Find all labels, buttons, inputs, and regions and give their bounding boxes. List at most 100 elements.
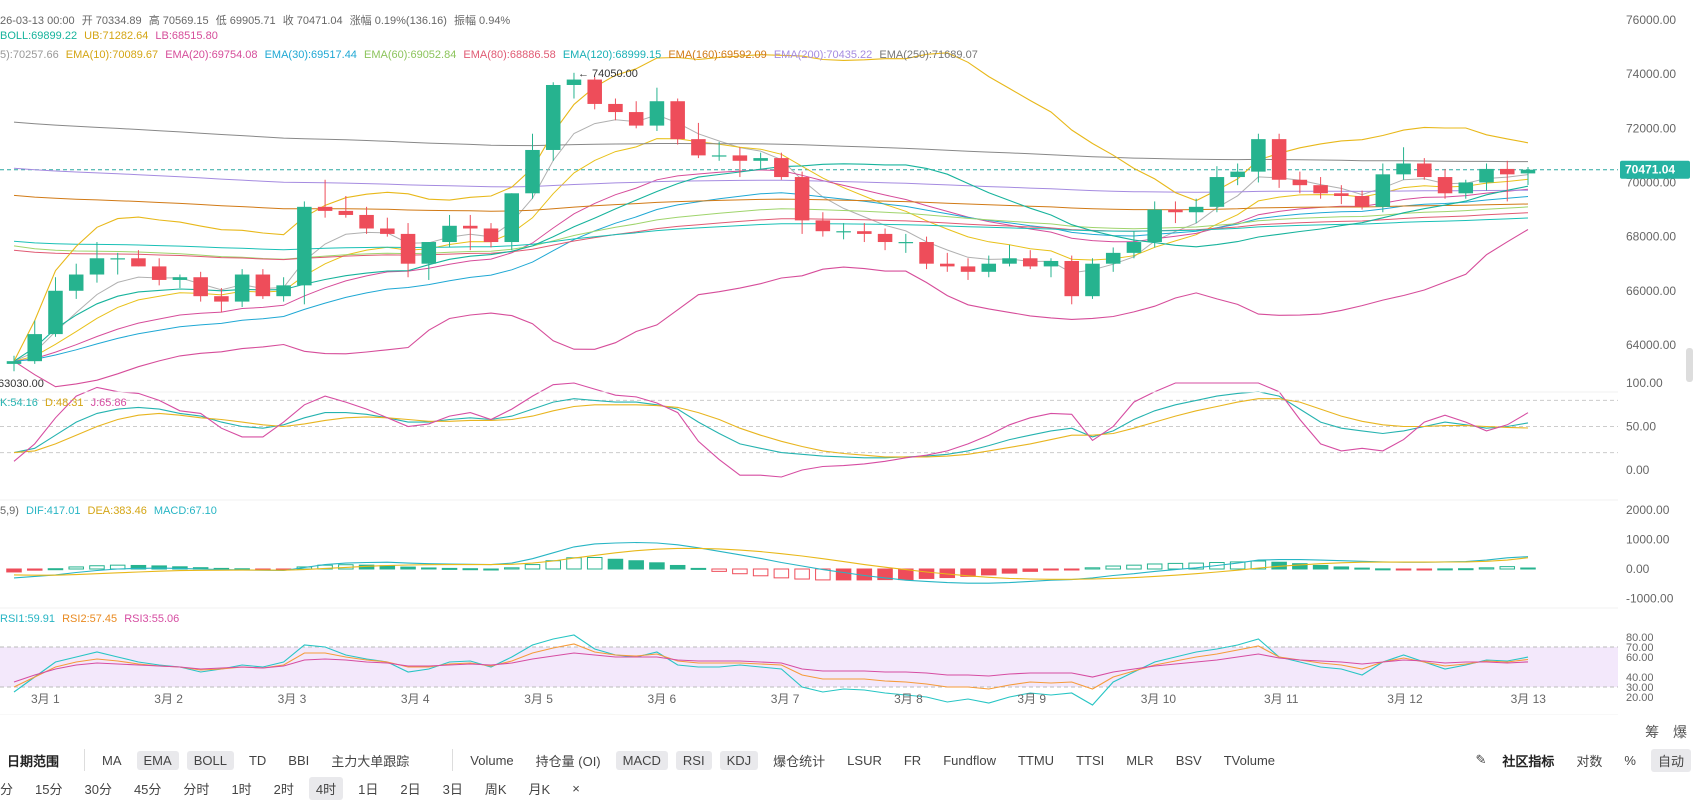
interval-1h[interactable]: 1时 [231,781,252,797]
bsv-toggle[interactable]: BSV [1175,752,1202,768]
macd-histogram-bar [815,568,831,581]
interval-2d[interactable]: 2日 [400,781,421,797]
close-icon[interactable]: × [572,780,580,796]
candle-body [1209,177,1225,207]
main-order-tracking-toggle[interactable]: 主力大单跟踪 [331,753,410,769]
candle-body [89,258,105,275]
interval-timeline[interactable]: 分时 [183,781,210,797]
kdj-k-line [13,391,1529,459]
candle-body [27,334,42,362]
volume-toggle[interactable]: Volume [470,752,514,768]
candle-body [836,231,851,233]
candle-body [1437,177,1453,194]
macd-histogram-bar [151,565,167,570]
macd-histogram-bar [628,560,644,570]
percent-scale-toggle[interactable]: % [1624,752,1636,768]
kdj-toggle[interactable]: KDJ [719,750,759,770]
candle-body [338,210,354,215]
interval-2h[interactable]: 2时 [273,781,294,797]
interval-1d[interactable]: 1日 [358,781,379,797]
macd-axis-tick: 0.00 [1626,562,1650,576]
candle-body [359,214,374,229]
interval-3d[interactable]: 3日 [442,781,463,797]
macd-histogram-bar [400,566,416,570]
interval-4h[interactable]: 4时 [308,776,344,800]
macd-histogram-bar [835,568,852,581]
lsur-toggle[interactable]: LSUR [847,752,882,768]
macd-histogram-bar [1312,564,1329,570]
interval-1m[interactable]: 分 [0,781,14,797]
low-price-marker: 63030.00 [0,378,44,390]
ema30-label: EMA(30):69517.44 [264,49,357,61]
boll-toggle[interactable]: BOLL [186,750,234,770]
candle-body [1500,168,1515,175]
edit-icon[interactable]: ✎ [1475,752,1487,767]
date-axis-tick: 3月 8 [894,692,923,706]
ma-toggle[interactable]: MA [102,752,122,768]
mlr-toggle[interactable]: MLR [1126,752,1154,768]
open-interest-toggle[interactable]: 持仓量 (OI) [535,753,601,769]
td-toggle[interactable]: TD [248,752,267,768]
auto-scale-toggle[interactable]: 自动 [1650,748,1691,772]
fr-toggle[interactable]: FR [903,752,922,768]
ema-info: 5):70257.66 EMA(10):70089.67 EMA(20):697… [0,49,982,61]
macd-histogram-bar [503,567,520,570]
ema-toggle[interactable]: EMA [136,750,179,770]
candle-body [483,228,499,243]
candle-body [877,233,893,243]
macd-axis-tick: -1000.00 [1626,592,1674,606]
candle-body [670,101,685,140]
macd-histogram-bar [1167,562,1184,570]
candle-body [981,263,997,272]
candle-body [421,242,437,264]
macd-histogram-bar [1188,562,1204,570]
community-indicators-button[interactable]: 社区指标 [1502,753,1555,769]
date-axis-tick: 3月 2 [154,692,183,706]
price-axis-tick: 70000.00 [1626,175,1676,189]
fundflow-toggle[interactable]: Fundflow [943,752,996,768]
toolbar-divider [84,749,86,771]
ttsi-toggle[interactable]: TTSI [1076,752,1105,768]
chip-distribution-button[interactable]: 筹 [1645,724,1660,740]
liquidation-map-button[interactable]: 爆 [1673,724,1687,740]
side-tools: 筹 爆 [1645,722,1687,742]
macd-histogram-bar [1437,568,1453,571]
candle-body [255,274,271,297]
info-close: 收 70471.04 [282,15,343,27]
macd-histogram-bar [711,568,727,572]
log-scale-toggle[interactable]: 对数 [1576,753,1603,769]
interval-30m[interactable]: 30分 [84,781,112,797]
high-price-marker: ← 74050.00 [578,68,638,80]
chart-canvas[interactable]: 76000.00 74000.00 72000.00 70000.00 68000.00… [0,0,1693,715]
macd-axis-tick: 2000.00 [1626,503,1670,517]
ttmu-toggle[interactable]: TTMU [1017,752,1055,768]
bbi-toggle[interactable]: BBI [288,752,310,768]
interval-toolbar: 分 15分 30分 45分 分时 1时 2时 4时 1日 2日 3日 周K 月K… [0,776,1693,800]
macd-histogram-bar [918,568,935,579]
rsi-toggle[interactable]: RSI [675,750,712,770]
candle-body [6,361,22,364]
macd-histogram-bar [690,567,707,570]
date-axis-tick: 3月 5 [524,692,553,706]
kdj-axis-tick: 100.00 [1626,376,1663,390]
date-range-button[interactable]: 日期范围 [7,753,60,769]
macd-histogram-bar [1001,568,1018,574]
macd-histogram-bar [1250,560,1267,570]
interval-45m[interactable]: 45分 [133,781,162,797]
info-low: 低 69905.71 [215,15,276,27]
tvolume-toggle[interactable]: TVolume [1223,752,1276,768]
kdj-j-label: J:65.86 [90,397,127,409]
interval-week[interactable]: 周K [484,781,507,797]
macd-histogram-bar [586,556,603,570]
interval-month[interactable]: 月K [528,781,551,797]
macd-toggle[interactable]: MACD [615,750,668,770]
macd-histogram-bar [1458,568,1474,571]
interval-15m[interactable]: 15分 [35,781,63,797]
macd-histogram-bar [1105,565,1121,570]
date-axis-tick: 3月 6 [648,692,677,706]
kdj-j-line [13,382,1529,478]
macd-axis-tick: 1000.00 [1626,533,1670,547]
boll-lb-label: LB:68515.80 [155,30,218,42]
liquidation-stats-toggle[interactable]: 爆仓统计 [773,753,826,769]
candle-body [1168,209,1183,213]
